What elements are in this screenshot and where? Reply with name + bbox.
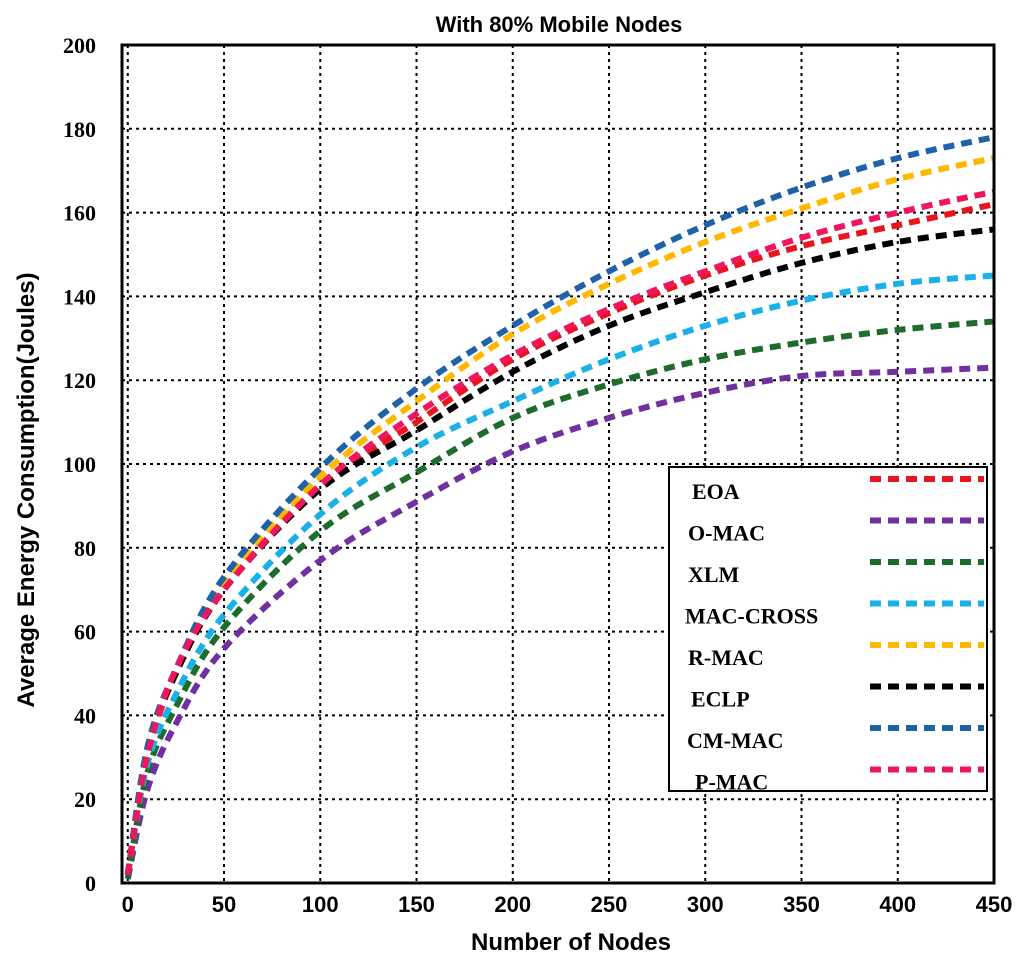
x-tick-label: 150 [398,892,435,917]
x-tick-label: 450 [976,892,1013,917]
x-tick-label: 300 [687,892,724,917]
legend-label-xlm: XLM [688,562,740,587]
y-tick-label: 180 [63,117,96,142]
x-tick-label: 250 [591,892,628,917]
y-tick-label: 120 [63,368,96,393]
legend: EOA O-MAC XLM MAC-CROSS R-MAC ECLP CM-MAC P-MAC [668,466,988,795]
x-tick-label: 200 [494,892,531,917]
x-tick-label: 100 [302,892,339,917]
series-line-mac-cross [124,272,995,876]
legend-label-mac-cross: MAC-CROSS [685,604,818,629]
legend-label-cm-mac: CM-MAC [687,728,784,753]
x-tick-label: 0 [122,892,134,917]
series-line-p-mac [124,188,995,876]
y-tick-label: 200 [63,33,96,58]
x-axis-ticks: 0 50 100 150 200 250 300 350 400 450 [122,892,1013,917]
y-tick-label: 0 [85,871,96,896]
series-line-xlm [124,318,995,880]
y-tick-label: 20 [74,787,96,812]
y-axis-title: Average Energy Consumption(Joules) [13,272,40,707]
y-tick-label: 160 [63,201,96,226]
legend-label-eoa: EOA [692,479,740,504]
plot-area-frame [120,43,996,885]
y-tick-label: 40 [74,703,96,728]
series-lines [124,134,995,880]
y-tick-label: 80 [74,536,96,561]
y-axis-ticks: 0 20 40 60 80 100 120 140 160 180 200 [63,33,96,896]
legend-label-p-mac: P-MAC [695,770,768,795]
legend-label-o-mac: O-MAC [688,521,765,546]
y-tick-label: 140 [63,284,96,309]
legend-label-r-mac: R-MAC [688,645,764,670]
series-line-o-mac [124,364,995,880]
x-axis-title: Number of Nodes [471,929,671,956]
x-tick-label: 50 [212,892,236,917]
y-tick-label: 100 [63,452,96,477]
legend-label-eclp: ECLP [691,687,750,712]
x-tick-label: 350 [783,892,820,917]
chart-title: With 80% Mobile Nodes [436,12,683,37]
x-tick-label: 400 [879,892,916,917]
series-line-eclp [124,226,995,876]
y-tick-label: 60 [74,620,96,645]
